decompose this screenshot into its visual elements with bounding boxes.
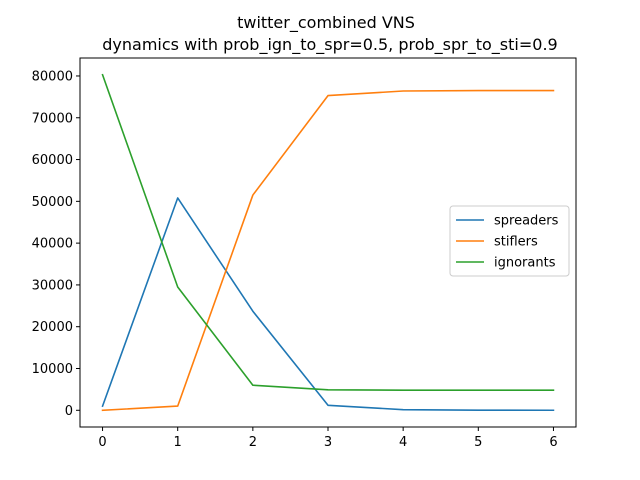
legend: spreaders stiflers ignorants xyxy=(449,205,570,277)
y-axis: 0 10000 20000 30000 40000 50000 60000 70000 8000… xyxy=(32,69,80,419)
series-line-spreaders xyxy=(101,197,555,412)
y-tick-label: 50000 xyxy=(32,195,73,210)
series-line-stiflers xyxy=(101,89,555,412)
y-tick-label: 20000 xyxy=(32,320,73,335)
y-tick-label: 40000 xyxy=(32,237,73,252)
y-tick-label: 30000 xyxy=(32,278,73,293)
chart-subtitle: dynamics with prob_ign_to_spr=0.5, prob_… xyxy=(102,35,557,55)
x-tick-label: 6 xyxy=(549,435,557,450)
series-line-ignorants xyxy=(101,73,555,392)
x-tick-label: 5 xyxy=(474,435,482,450)
legend-label-spreaders: spreaders xyxy=(494,214,559,229)
y-tick-label: 60000 xyxy=(32,153,73,168)
x-tick-label: 4 xyxy=(399,435,407,450)
x-tick-label: 1 xyxy=(174,435,182,450)
x-tick-label: 0 xyxy=(98,435,106,450)
legend-label-stiflers: stiflers xyxy=(494,235,538,250)
y-tick-label: 0 xyxy=(65,404,73,419)
x-axis: 0 1 2 3 4 5 6 xyxy=(98,427,558,450)
y-tick-label: 80000 xyxy=(32,69,73,84)
y-tick-label: 10000 xyxy=(32,362,73,377)
y-tick-label: 70000 xyxy=(32,111,73,126)
x-tick-label: 3 xyxy=(324,435,332,450)
legend-box xyxy=(449,205,570,277)
plot-frame xyxy=(79,57,577,428)
chart-title: twitter_combined VNS xyxy=(237,13,415,33)
legend-label-ignorants: ignorants xyxy=(494,256,556,271)
plot-lines xyxy=(101,73,555,412)
x-tick-label: 2 xyxy=(249,435,257,450)
